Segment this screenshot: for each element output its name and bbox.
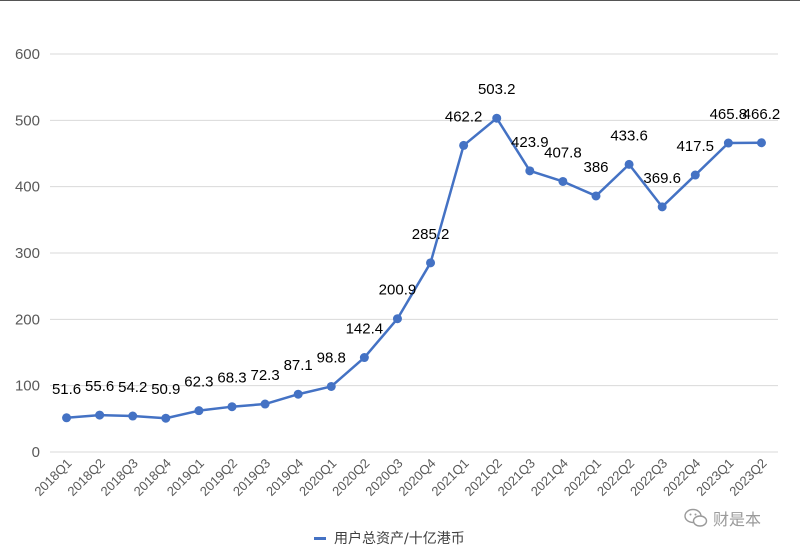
y-tick-label: 200	[15, 311, 40, 328]
data-label: 423.9	[511, 134, 549, 151]
y-tick-label: 500	[15, 112, 40, 129]
data-point	[359, 353, 369, 363]
data-point	[657, 202, 667, 212]
data-label: 55.6	[85, 378, 114, 395]
y-tick-label: 300	[15, 245, 40, 262]
data-point	[326, 381, 336, 391]
data-label: 369.6	[643, 170, 681, 187]
data-label: 462.2	[445, 108, 483, 125]
y-tick-label: 0	[32, 444, 40, 461]
data-label: 142.4	[346, 321, 384, 338]
data-label: 51.6	[52, 381, 81, 398]
legend-label: 用户总资产/十亿港币	[334, 531, 465, 547]
data-point	[624, 159, 634, 169]
data-label: 68.3	[217, 370, 246, 387]
data-point	[392, 314, 402, 324]
data-point	[591, 191, 601, 201]
data-label: 200.9	[379, 282, 417, 299]
series-line	[66, 116, 762, 420]
data-point	[723, 138, 733, 148]
data-point	[194, 406, 204, 416]
data-label: 417.5	[676, 138, 714, 155]
data-point	[95, 410, 105, 420]
data-label: 87.1	[284, 357, 313, 374]
data-point	[161, 413, 171, 423]
y-tick-label: 100	[15, 378, 40, 395]
x-axis-ticks: 2018Q12018Q22018Q32018Q42019Q12019Q22019…	[31, 456, 769, 499]
data-point	[260, 399, 270, 409]
data-label: 465.8	[710, 106, 748, 123]
data-label: 433.6	[610, 127, 648, 144]
y-tick-label: 600	[15, 46, 40, 63]
data-label: 98.8	[317, 349, 346, 366]
data-point	[492, 113, 502, 123]
y-axis-ticks: 0 100 200 300 400 500 600	[15, 46, 40, 461]
data-labels: 51.6 55.6 54.2 50.9 62.3 68.3 72.3 87.1 98.8142.…	[52, 81, 780, 398]
data-label: 54.2	[118, 379, 147, 396]
data-point	[62, 413, 72, 423]
data-label: 407.8	[544, 144, 582, 161]
data-label: 285.2	[412, 226, 450, 243]
data-label: 72.3	[250, 367, 279, 384]
watermark: 财是本	[684, 506, 761, 530]
data-label: 386	[583, 159, 608, 176]
data-point	[690, 170, 700, 180]
data-point	[426, 258, 436, 268]
x-tick-label: 2023Q2	[726, 456, 769, 499]
data-points	[62, 113, 766, 423]
watermark-text: 财是本	[713, 510, 762, 529]
legend-swatch	[314, 536, 326, 540]
data-point	[756, 138, 766, 148]
data-label: 50.9	[151, 381, 180, 398]
data-point	[128, 411, 138, 421]
data-point	[459, 140, 469, 150]
y-tick-label: 400	[15, 179, 40, 196]
series-line-path	[66, 116, 762, 420]
data-point	[558, 176, 568, 186]
gridlines	[50, 53, 778, 453]
data-point	[525, 166, 535, 176]
data-point	[293, 389, 303, 399]
legend: 用户总资产/十亿港币	[314, 527, 465, 549]
data-label: 503.2	[478, 81, 516, 98]
data-label: 62.3	[184, 374, 213, 391]
wechat-icon	[684, 508, 708, 527]
top-border-line	[0, 0, 800, 1]
data-point	[227, 402, 237, 412]
data-label: 466.2	[743, 106, 781, 123]
